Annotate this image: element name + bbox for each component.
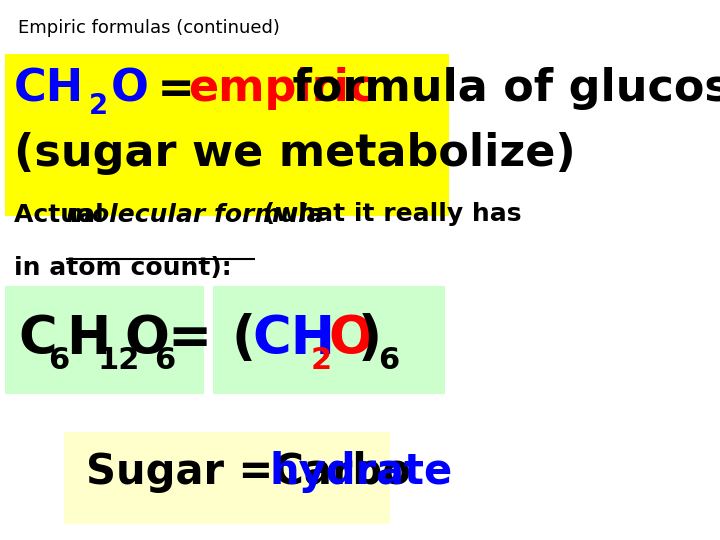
Text: hydrate: hydrate xyxy=(270,451,453,493)
Text: empiric: empiric xyxy=(188,68,376,111)
Text: 6: 6 xyxy=(48,346,69,375)
Text: molecular formula: molecular formula xyxy=(66,202,323,226)
Text: Actual: Actual xyxy=(14,202,112,226)
Text: O: O xyxy=(328,313,373,365)
Text: CH: CH xyxy=(253,313,336,365)
Text: 2: 2 xyxy=(311,346,332,375)
Text: 12: 12 xyxy=(97,346,140,375)
Text: (what it really has: (what it really has xyxy=(255,202,521,226)
Text: ): ) xyxy=(357,313,382,365)
Text: O: O xyxy=(125,313,170,365)
Text: 6: 6 xyxy=(154,346,176,375)
Text: Empiric formulas (continued): Empiric formulas (continued) xyxy=(18,19,280,37)
Text: formula of glucose: formula of glucose xyxy=(276,68,720,111)
Text: =: = xyxy=(142,68,210,111)
FancyBboxPatch shape xyxy=(4,286,204,394)
Text: C: C xyxy=(18,313,57,365)
Text: CH: CH xyxy=(14,68,84,111)
FancyBboxPatch shape xyxy=(63,432,390,524)
Text: in atom count):: in atom count): xyxy=(14,256,231,280)
Text: H: H xyxy=(66,313,110,365)
Text: =: = xyxy=(168,313,212,365)
Text: 2: 2 xyxy=(89,92,107,120)
Text: Sugar =Carbo: Sugar =Carbo xyxy=(86,451,426,493)
Text: (sugar we metabolize): (sugar we metabolize) xyxy=(14,132,575,176)
FancyBboxPatch shape xyxy=(213,286,444,394)
FancyBboxPatch shape xyxy=(4,54,449,216)
Text: 6: 6 xyxy=(378,346,399,375)
Text: (: ( xyxy=(231,313,256,365)
Text: O: O xyxy=(111,68,149,111)
